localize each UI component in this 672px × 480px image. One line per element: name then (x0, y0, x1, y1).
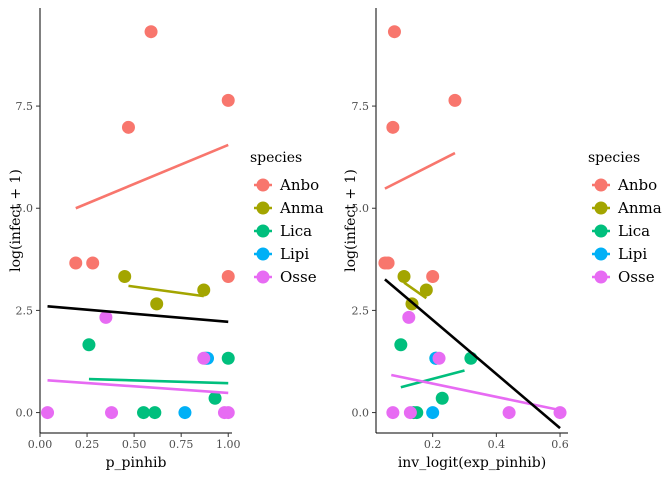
legend-label-anma: Anma (279, 199, 324, 217)
legend-label-osse: Osse (618, 268, 655, 286)
legend-key-lipi (594, 247, 608, 261)
x-tick-label: 0.25 (75, 438, 100, 451)
legend-key-lica (594, 224, 608, 238)
x-tick-label: 0.2 (424, 438, 442, 451)
point-anma (419, 283, 433, 297)
legend-title: species (250, 150, 302, 166)
point-osse (386, 406, 400, 420)
fit-line-anma (128, 284, 204, 298)
y-tick-label: 0.0 (16, 407, 34, 420)
point-anbo (221, 269, 235, 283)
x-tick-label: 0.6 (551, 438, 569, 451)
panel-2: 0.2 0.4 0.6 0.0 2.5 5.0 7.5 inv_logit(exp_pinhi… (343, 8, 662, 471)
legend-label-anbo: Anbo (279, 176, 319, 194)
point-lica (148, 406, 162, 420)
legend-key-anbo (594, 178, 608, 192)
point-lipi (178, 406, 192, 420)
x-axis-title: p_pinhib (106, 455, 167, 471)
point-lica (137, 406, 151, 420)
point-lica (394, 338, 408, 352)
point-osse (221, 406, 235, 420)
point-osse (105, 406, 119, 420)
legend-label-lipi: Lipi (618, 245, 647, 263)
legend-label-anma: Anma (617, 199, 662, 217)
legend-key-osse (256, 270, 270, 284)
panel-1: 0.00 0.25 0.50 0.75 1.00 0.0 2.5 5.0 7.5 p_pinhib… (8, 8, 324, 471)
legend-label-lica: Lica (618, 222, 650, 240)
y-axis-title: log(infect + 1) (343, 169, 359, 272)
legend-key-anbo (256, 178, 270, 192)
point-anbo (426, 269, 440, 283)
legend: species Anbo Anma Lica Lipi Osse (250, 150, 324, 286)
point-osse (197, 351, 211, 365)
fit-line-anbo (75, 143, 229, 210)
point-anbo (387, 25, 401, 39)
point-anbo (144, 25, 158, 39)
point-anma (197, 283, 211, 297)
fit-line-overall (384, 278, 561, 430)
x-tick-label: 0.75 (169, 438, 194, 451)
point-anbo (121, 120, 135, 134)
point-lica (221, 351, 235, 365)
y-axis-title: log(infect + 1) (8, 169, 24, 272)
legend-key-lipi (256, 247, 270, 261)
legend-label-anbo: Anbo (617, 176, 657, 194)
point-anbo (86, 256, 100, 270)
y-tick-label: 2.5 (16, 304, 34, 317)
y-tick-label: 7.5 (352, 100, 370, 113)
fit-line-anbo (384, 151, 456, 190)
legend-key-lica (256, 224, 270, 238)
point-osse (502, 406, 516, 420)
point-anbo (69, 256, 83, 270)
legend-label-lipi: Lipi (280, 245, 309, 263)
legend-label-lica: Lica (280, 222, 312, 240)
x-tick-label: 0.00 (28, 438, 53, 451)
legend-key-anma (594, 201, 608, 215)
point-anma (150, 297, 164, 311)
x-axis-title: inv_logit(exp_pinhib) (398, 455, 546, 471)
point-anbo (221, 93, 235, 107)
legend-key-anma (256, 201, 270, 215)
x-tick-label: 0.4 (488, 438, 506, 451)
fit-line-overall (47, 305, 229, 324)
x-tick-label: 0.50 (122, 438, 147, 451)
point-anbo (448, 93, 462, 107)
x-tick-label: 1.00 (216, 438, 241, 451)
point-lipi (426, 406, 440, 420)
point-anbo (381, 256, 395, 270)
fit-line-anma (403, 281, 428, 300)
fit-line-osse (47, 378, 229, 395)
y-tick-label: 7.5 (16, 100, 34, 113)
point-osse (99, 310, 113, 324)
point-osse (41, 406, 55, 420)
legend-title: species (588, 150, 640, 166)
point-osse (403, 406, 417, 420)
point-lica (82, 338, 96, 352)
y-tick-label: 0.0 (352, 407, 370, 420)
y-tick-label: 5.0 (16, 202, 34, 215)
point-osse (402, 310, 416, 324)
point-anma (397, 269, 411, 283)
legend-label-osse: Osse (280, 268, 317, 286)
y-tick-label: 5.0 (352, 202, 370, 215)
point-osse (432, 351, 446, 365)
fit-line-lica (88, 377, 229, 385)
fit-line-osse (391, 373, 561, 412)
legend-key-osse (594, 270, 608, 284)
point-anma (118, 269, 132, 283)
point-lica (435, 391, 449, 405)
point-anbo (386, 120, 400, 134)
y-tick-label: 2.5 (352, 304, 370, 317)
fit-line-lica (400, 369, 465, 389)
legend: species Anbo Anma Lica Lipi Osse (588, 150, 662, 286)
point-lica (208, 391, 222, 405)
